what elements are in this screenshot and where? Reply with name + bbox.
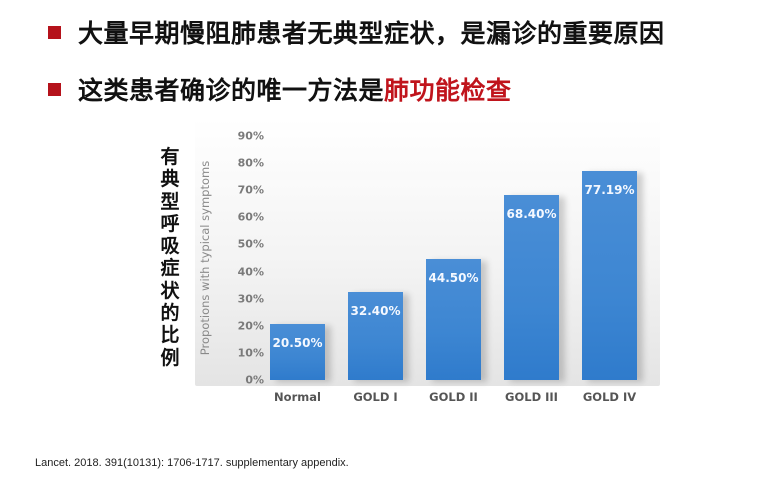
bar-value-label: 32.40%	[350, 304, 401, 319]
y-tick-label: 20%	[237, 319, 264, 333]
bullet-1-text: 大量早期慢阻肺患者无典型症状，是漏诊的重要原因	[78, 19, 665, 48]
citation: Lancet. 2018. 391(10131): 1706-1717. sup…	[35, 457, 349, 469]
x-category-label: GOLD III	[505, 390, 558, 404]
bullet-square-icon	[48, 82, 61, 96]
bullet-1: 大量早期慢阻肺患者无典型症状，是漏诊的重要原因	[48, 14, 665, 50]
bar-gold-iv: 77.19%	[582, 170, 637, 380]
y-tick-label: 70%	[237, 183, 264, 197]
bullet-2-text: 这类患者确诊的唯一方法是	[78, 76, 385, 105]
bar-value-label: 44.50%	[428, 271, 479, 286]
bar-value-label: 68.40%	[506, 206, 557, 221]
x-category-label: GOLD II	[429, 390, 478, 404]
y-axis-label: Propotions with typical symptoms	[198, 160, 212, 356]
y-tick-label: 80%	[237, 156, 264, 170]
bar-normal: 20.50%	[270, 324, 325, 380]
bullet-2: 这类患者确诊的唯一方法是 肺功能检查	[48, 71, 512, 107]
x-category-label: GOLD I	[353, 390, 398, 404]
bar-value-label: 77.19%	[584, 182, 635, 197]
bar-gold-iii: 68.40%	[504, 194, 559, 380]
y-tick-label: 0%	[245, 373, 264, 387]
x-category-label: GOLD IV	[582, 390, 637, 404]
y-tick-label: 50%	[237, 237, 264, 251]
bar-value-label: 20.50%	[272, 336, 323, 351]
x-category-label: Normal	[274, 390, 321, 404]
y-tick-label: 10%	[237, 346, 264, 360]
y-tick-label: 60%	[237, 210, 264, 224]
bullet-2-highlight: 肺功能检查	[384, 76, 512, 105]
y-tick-label: 30%	[237, 292, 264, 306]
bar-gold-ii: 44.50%	[426, 259, 481, 380]
bar-gold-i: 32.40%	[348, 292, 403, 380]
y-tick-label: 40%	[237, 265, 264, 279]
bullet-square-icon	[48, 25, 61, 39]
y-axis-label-cn: 有典型呼吸症状的比例	[160, 146, 180, 369]
y-tick-label: 90%	[237, 129, 264, 143]
